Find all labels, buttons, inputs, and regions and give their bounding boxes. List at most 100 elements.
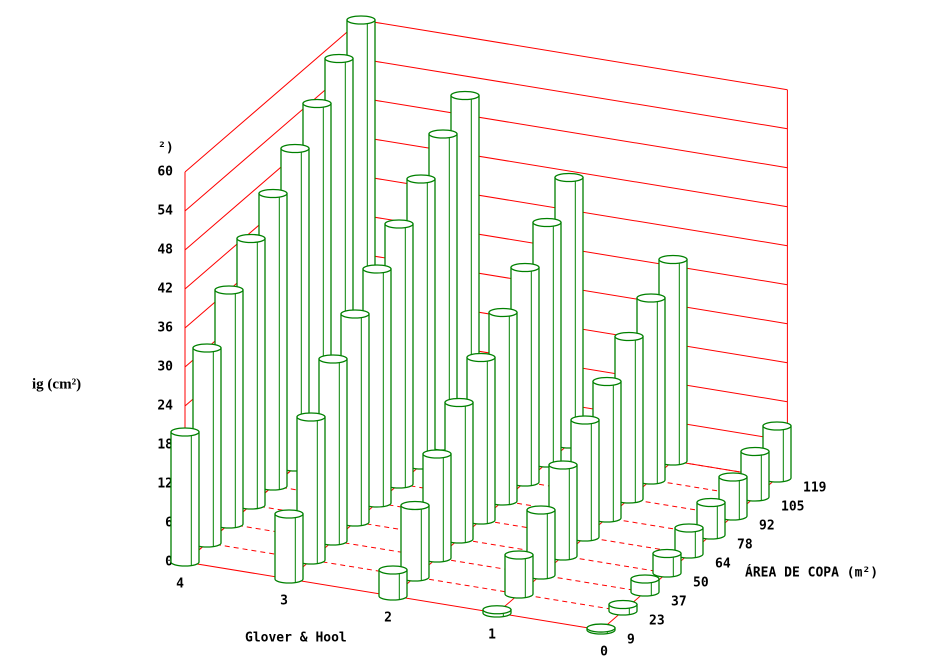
cylinder-top: [450, 90, 480, 101]
cylinder-top: [696, 497, 726, 508]
cylinder-body: [652, 552, 682, 578]
y-tick-label: 60: [157, 165, 173, 180]
cylinder: [482, 605, 512, 618]
y-tick-label: 24: [157, 399, 173, 414]
cylinder-top: [340, 309, 370, 319]
y-tick-label: 54: [157, 204, 173, 219]
cylinder: [488, 307, 518, 506]
z-axis-label: ÁREA DE COPA (m²): [745, 565, 878, 581]
cylinder-top: [658, 254, 688, 265]
cylinder-top: [526, 505, 556, 515]
grid-line: [184, 19, 362, 173]
cylinder-top: [762, 421, 792, 431]
cylinder-top: [236, 233, 266, 244]
y-tick-label: 18: [157, 438, 173, 453]
cylinder-top: [718, 472, 748, 482]
grid-line: [360, 58, 788, 130]
cylinder-top: [614, 331, 644, 342]
x-axis-label: Glover & Hool: [245, 631, 347, 646]
cylinder: [504, 550, 534, 599]
cylinder-top: [274, 509, 304, 519]
cylinder-top: [510, 262, 540, 273]
cylinder-top: [324, 53, 354, 64]
cylinder-top: [192, 343, 222, 353]
cylinder: [444, 397, 474, 544]
cylinder: [214, 285, 244, 529]
cylinder: [274, 509, 304, 584]
cylinder: [362, 264, 392, 508]
cylinder: [630, 574, 660, 597]
x-tick-label: 4: [176, 577, 184, 592]
cylinder-top: [488, 307, 518, 318]
cylinder-body: [630, 578, 660, 597]
y-axis-stub: ²): [158, 141, 174, 156]
cylinder-top: [636, 293, 666, 303]
cylinder-top: [674, 523, 704, 533]
z-tick-label: 64: [715, 557, 731, 572]
z-tick-label: 78: [737, 538, 753, 553]
cylinder-body: [378, 569, 408, 601]
y-tick-label: 6: [165, 516, 173, 531]
cylinder-top: [466, 352, 496, 363]
x-tick-label: 0: [600, 645, 608, 658]
cylinder-top: [428, 129, 458, 139]
cylinder-top: [570, 415, 600, 425]
z-tick-label: 37: [671, 595, 687, 610]
cylinder-top: [422, 449, 452, 459]
cylinder: [258, 188, 288, 491]
cylinder: [548, 460, 578, 561]
z-tick-label: 105: [781, 500, 804, 515]
x-tick-label: 3: [280, 594, 288, 609]
cylinder-top: [280, 143, 310, 154]
cylinder-top: [630, 574, 660, 584]
y-tick-label: 48: [157, 243, 173, 258]
cylinder-top: [318, 354, 348, 364]
cylinder-body: [170, 431, 200, 567]
cylinder-top: [586, 623, 616, 633]
cylinder-top: [554, 172, 584, 183]
cylinder-top: [258, 188, 288, 199]
cylinder-top: [652, 548, 682, 559]
cylinder-top: [302, 98, 332, 109]
cylinder-top: [384, 219, 414, 229]
cylinder-top: [214, 285, 244, 295]
cylinder-top: [482, 605, 512, 615]
cylinder: [586, 623, 616, 635]
z-tick-label: 9: [627, 633, 635, 648]
y-tick-label: 36: [157, 321, 173, 336]
z-tick-label: 23: [649, 614, 665, 629]
cylinder-top: [740, 446, 770, 457]
cylinder-top: [170, 427, 200, 437]
cylinder-body: [504, 554, 534, 599]
cylinder-top: [378, 565, 408, 575]
y-tick-label: 0: [165, 555, 173, 570]
grid-line: [360, 19, 788, 91]
cylinder: [466, 352, 496, 525]
cylinder-top: [608, 599, 638, 610]
y-axis-label: ig (cm²): [32, 376, 81, 392]
cylinder: [378, 565, 408, 601]
x-tick-label: 1: [488, 628, 496, 643]
cylinder-top: [592, 376, 622, 387]
z-tick-label: 92: [759, 519, 775, 534]
y-tick-label: 30: [157, 360, 173, 375]
cylinder: [652, 548, 682, 578]
cylinder-body: [274, 513, 304, 584]
grid-line: [360, 97, 788, 169]
cylinder: [608, 599, 638, 616]
cylinder: [422, 449, 452, 563]
cylinder-top: [400, 500, 430, 511]
cylinder-top: [444, 397, 474, 408]
cylinder-top: [504, 550, 534, 560]
cylinder-top: [346, 15, 376, 25]
x-tick-label: 2: [384, 611, 392, 626]
z-tick-label: 119: [803, 481, 826, 496]
cylinder-top: [548, 460, 578, 470]
y-tick-label: 12: [157, 477, 173, 492]
cylinder-top: [362, 264, 392, 274]
y-tick-label: 42: [157, 282, 173, 297]
cylinder: [170, 427, 200, 567]
cylinder-top: [406, 174, 436, 184]
z-tick-label: 50: [693, 576, 709, 591]
